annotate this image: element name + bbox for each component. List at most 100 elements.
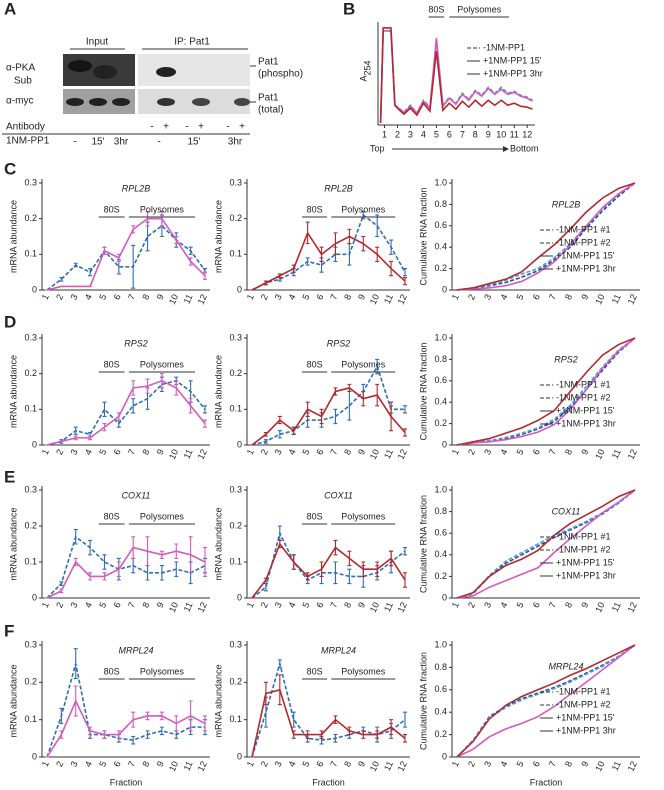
annotation: Polysomes xyxy=(341,511,386,521)
error-bar xyxy=(188,246,193,255)
x-tick-label: 1 xyxy=(450,293,461,302)
y-label: Cumulative RNA fraction xyxy=(418,495,428,593)
y-tick-label: 0 xyxy=(237,592,242,602)
error-bar xyxy=(291,730,296,739)
y-label: mRNA abundance xyxy=(8,507,18,580)
error-bar xyxy=(203,547,207,577)
x-tick-label: 2 xyxy=(259,448,270,457)
panel-label: B xyxy=(343,0,355,18)
band xyxy=(68,60,92,72)
x-tick-label: 10 xyxy=(167,601,180,614)
annotation: 80S xyxy=(104,359,120,369)
chart-title: RPL2B xyxy=(122,183,151,193)
error-bar xyxy=(145,378,150,394)
y-tick-label: 0.8 xyxy=(434,354,447,364)
error-bar xyxy=(174,543,179,559)
error-bar xyxy=(131,244,136,289)
x-tick-label: 11 xyxy=(382,448,395,461)
right-label: Pat1 xyxy=(258,57,279,68)
x-tick-label: 8 xyxy=(563,448,574,457)
x-start-label: Top xyxy=(370,143,385,153)
x-tick-label: 4 xyxy=(287,293,298,302)
x-tick-label: 8 xyxy=(342,601,353,610)
error-bar xyxy=(59,581,64,586)
legend-label: +1NM-PP1 3hr xyxy=(556,725,616,735)
annotation: 80S xyxy=(307,359,323,369)
y-label: mRNA abundance xyxy=(8,355,18,428)
legend-label: +1NM-PP1 15' xyxy=(556,250,615,260)
y-axis-label: mRNA abundance xyxy=(213,664,223,737)
error-bar xyxy=(291,264,296,273)
series-line xyxy=(251,660,406,758)
y-tick-label: 0.3 xyxy=(229,484,242,494)
error-bar xyxy=(403,276,407,286)
error-bar xyxy=(347,550,352,567)
x-tick-label: 2 xyxy=(466,760,477,769)
error-bar xyxy=(145,730,150,739)
panel-label: E xyxy=(4,467,15,486)
y-tick-label: 0.1 xyxy=(229,556,242,566)
annotation: 80S xyxy=(307,666,323,676)
x-tick-label: 7 xyxy=(126,293,137,302)
error-bar xyxy=(291,554,296,570)
x-tick-label: 10 xyxy=(368,448,381,461)
legend-label: +1NM-PP1 15' xyxy=(556,557,615,567)
error-bar xyxy=(277,539,282,549)
lane-label: - xyxy=(185,122,188,133)
error-bar xyxy=(159,565,164,581)
x-tick-label: 10 xyxy=(167,293,180,306)
x-tick-label: 11 xyxy=(182,448,195,461)
error-bar xyxy=(73,262,78,268)
error-bar xyxy=(203,419,207,428)
error-bar xyxy=(375,358,380,375)
x-tick-label: 6 xyxy=(112,601,123,610)
y-tick-label: 0 xyxy=(237,751,242,761)
blot-header: IP: Pat1 xyxy=(174,37,210,48)
x-tick-label: 4 xyxy=(421,129,426,139)
x-tick-label: 7 xyxy=(126,760,137,769)
error-bar xyxy=(102,401,107,418)
error-bar xyxy=(319,246,324,263)
series-line xyxy=(251,387,406,446)
x-tick-label: 5 xyxy=(97,760,108,769)
error-bar xyxy=(88,572,93,581)
x-tick-label: 5 xyxy=(434,129,439,139)
x-tick-label: 11 xyxy=(610,760,623,773)
annotation: Polysomes xyxy=(140,666,185,676)
chart-title: MRPL24 xyxy=(321,645,356,655)
legend-label: +1NM-PP1 15' xyxy=(556,712,615,722)
row-label: α-PKA xyxy=(6,63,35,74)
legend-label: +1NM-PP1 3hr xyxy=(556,570,616,580)
series-line xyxy=(251,688,406,758)
series-line xyxy=(456,337,636,446)
x-tick-label: 11 xyxy=(510,129,519,139)
x-tick-label: 7 xyxy=(328,293,339,302)
x-tick-label: 7 xyxy=(126,601,137,610)
error-bar xyxy=(375,561,380,577)
y-tick-label: 0.3 xyxy=(24,639,37,649)
x-tick-label: 12 xyxy=(626,293,639,306)
x-tick-label: 5 xyxy=(300,448,311,457)
x-tick-label: 5 xyxy=(97,448,108,457)
lane-label: 3hr xyxy=(228,137,243,148)
error-bar xyxy=(174,561,179,577)
x-tick-label: 9 xyxy=(155,601,166,610)
annotation: 80S xyxy=(428,4,444,14)
error-bar xyxy=(145,210,150,227)
y-axis-label: mRNA abundance xyxy=(8,664,18,737)
series-line xyxy=(46,663,205,758)
x-tick-label: 12 xyxy=(522,129,532,139)
x-tick-label: 4 xyxy=(498,448,509,457)
error-bar xyxy=(333,715,338,724)
error-bar xyxy=(361,235,366,252)
error-bar xyxy=(263,439,268,444)
error-bar xyxy=(159,210,164,227)
y-tick-label: 0.4 xyxy=(434,707,447,717)
x-tick-label: 8 xyxy=(342,448,353,457)
x-tick-label: 3 xyxy=(482,601,493,610)
legend-label: -1NM-PP1 #1 xyxy=(556,379,611,389)
error-bar xyxy=(159,711,164,721)
error-bar xyxy=(389,401,394,432)
error-bar xyxy=(277,674,282,706)
